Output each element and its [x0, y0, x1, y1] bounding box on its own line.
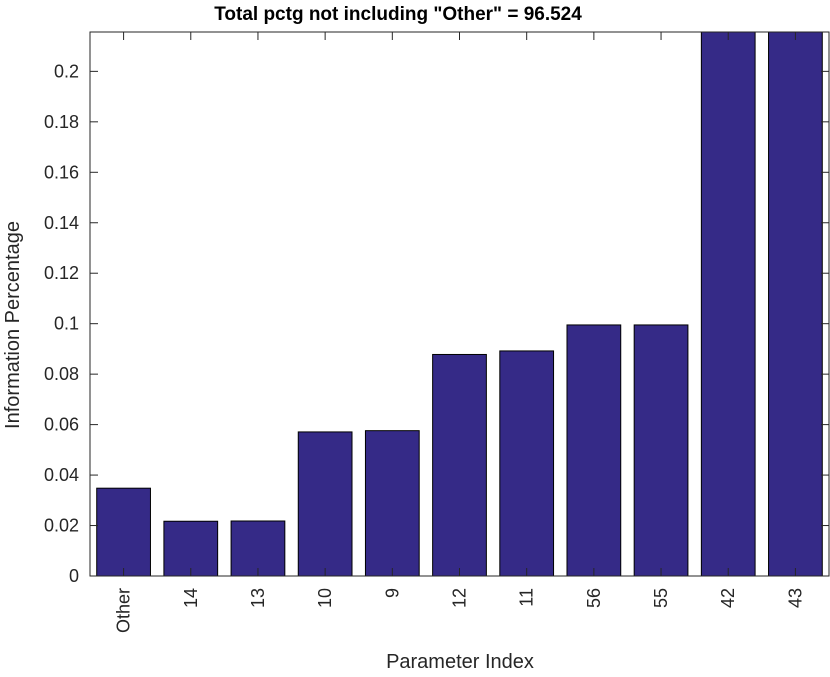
plot-area: 0 0.02 0.04 0.06 0.08 0.1 0.12 0.14 0.16 0.18 0.2 O… [44, 31, 830, 633]
x-tick-label: 55 [651, 588, 671, 608]
x-tick-label: 14 [181, 588, 201, 608]
x-tick-label: 56 [584, 588, 604, 608]
y-axis-label: Information Percentage [2, 221, 24, 429]
bar-55 [633, 324, 689, 577]
bar-11 [499, 350, 555, 577]
y-tick-label: 0.12 [44, 263, 79, 283]
x-tick-label: Other [114, 588, 134, 633]
x-tick-label: 42 [718, 588, 738, 608]
y-tick-label: 0.16 [44, 162, 79, 182]
x-tick-label: 43 [785, 588, 805, 608]
bar-other [96, 487, 151, 577]
y-tick-label: 0.1 [54, 314, 79, 334]
x-tick-label: 11 [517, 588, 537, 607]
bar-14 [163, 520, 219, 577]
bar-42 [700, 31, 756, 577]
x-tick-label: 13 [248, 588, 268, 608]
y-tick-label: 0.08 [44, 364, 79, 384]
y-tick-label: 0.04 [44, 465, 79, 485]
x-tick-label: 9 [382, 588, 402, 598]
y-tick-label: 0 [69, 566, 79, 586]
x-tick-label: 10 [315, 588, 335, 608]
bar-9 [364, 430, 420, 577]
bar-10 [297, 431, 353, 577]
y-tick-label: 0.06 [44, 415, 79, 435]
bar-43 [768, 31, 823, 577]
bar-56 [566, 324, 622, 577]
chart-title: Total pctg not including "Other" = 96.52… [214, 4, 582, 25]
y-tick-label: 0.14 [44, 213, 79, 233]
x-tick-label: 12 [450, 588, 470, 608]
bar-13 [230, 520, 286, 577]
y-tick-label: 0.2 [54, 61, 79, 81]
y-tick-label: 0.18 [44, 112, 79, 132]
bar-12 [432, 353, 487, 577]
x-axis-label: Parameter Index [386, 651, 534, 672]
y-tick-label: 0.02 [44, 516, 79, 536]
